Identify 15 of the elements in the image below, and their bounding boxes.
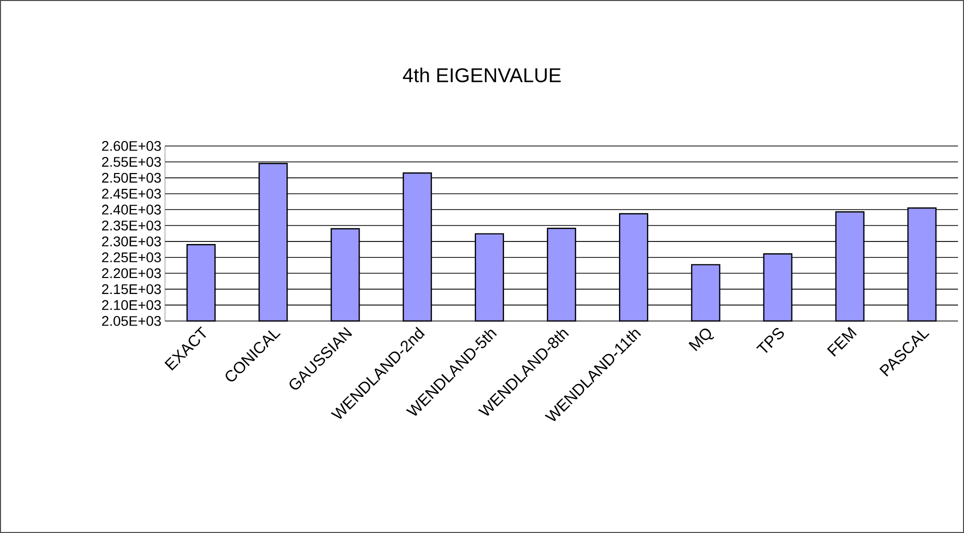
y-tick-label: 2.10E+03: [102, 300, 161, 310]
x-tick-label: TPS: [756, 328, 784, 353]
y-tick-label: 2.35E+03: [102, 220, 161, 230]
y-tick-label: 2.30E+03: [102, 236, 161, 246]
y-tick-label: 2.20E+03: [102, 268, 161, 278]
y-tick-label: 2.05E+03: [102, 316, 161, 326]
y-tick-label: 2.15E+03: [102, 284, 161, 294]
y-tick-label: 2.50E+03: [102, 172, 161, 183]
y-tick-label: 2.60E+03: [102, 141, 161, 151]
y-tick-label: 2.25E+03: [102, 252, 161, 262]
y-tick-label: 2.40E+03: [102, 204, 161, 215]
x-tick-label: MQ: [688, 328, 714, 352]
y-tick-label: 2.45E+03: [102, 188, 161, 199]
y-tick-label: 2.55E+03: [102, 156, 161, 167]
chart-title: 4th EIGENVALUE: [402, 68, 561, 82]
